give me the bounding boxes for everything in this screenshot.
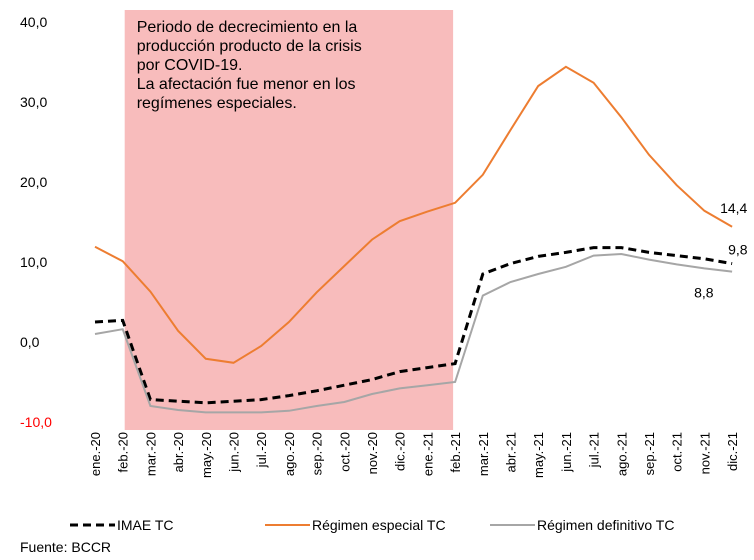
x-tick-label: may.-21 <box>531 432 546 478</box>
highlight-band <box>124 10 454 430</box>
annotation: La afectación fue menor en los <box>137 76 356 93</box>
y-tick-label: -10,0 <box>20 414 52 430</box>
x-tick-label: ago.-21 <box>614 432 629 476</box>
x-tick-label: feb.-20 <box>116 432 131 472</box>
data-label: 14,4 <box>720 200 747 216</box>
y-tick-label: 40,0 <box>20 14 47 30</box>
series-line <box>94 252 733 414</box>
x-tick-label: sep.-20 <box>310 432 325 475</box>
annotation: regímenes especiales. <box>137 95 297 112</box>
x-tick-label: may.-20 <box>199 432 214 478</box>
series-line <box>94 246 733 405</box>
y-tick-label: 20,0 <box>20 174 47 190</box>
x-tick-label: oct.-20 <box>337 432 352 472</box>
x-tick-label: ene.-21 <box>420 432 435 476</box>
x-tick-label: nov.-20 <box>365 432 380 474</box>
x-tick-label: jun.-21 <box>559 432 574 473</box>
x-tick-label: jul.-21 <box>587 432 602 468</box>
y-tick-label: 10,0 <box>20 254 47 270</box>
x-tick-label: mar.-21 <box>476 432 491 476</box>
x-tick-label: oct.-21 <box>670 432 685 472</box>
legend-label: IMAE TC <box>117 517 174 533</box>
x-tick-label: ene.-20 <box>88 432 103 476</box>
y-tick-label: 30,0 <box>20 94 47 110</box>
x-tick-label: dic.-21 <box>725 432 740 471</box>
data-label: 8,8 <box>694 285 714 301</box>
legend-label: Régimen especial TC <box>312 517 446 533</box>
x-tick-label: abr.-20 <box>171 432 186 472</box>
annotation: Periodo de decrecimiento en la <box>137 19 358 36</box>
data-label: 9,8 <box>728 242 748 258</box>
legend-label: Régimen definitivo TC <box>537 517 674 533</box>
x-tick-label: mar.-20 <box>143 432 158 476</box>
annotation: por COVID-19. <box>137 57 243 74</box>
x-tick-label: jul.-20 <box>254 432 269 468</box>
y-tick-label: 0,0 <box>20 334 40 350</box>
x-tick-label: ago.-20 <box>282 432 297 476</box>
x-tick-label: feb.-21 <box>448 432 463 472</box>
annotation: producción producto de la crisis <box>137 38 362 55</box>
series-line <box>94 65 733 364</box>
x-tick-label: dic.-20 <box>393 432 408 471</box>
source: Fuente: BCCR <box>20 539 111 555</box>
x-tick-label: sep.-21 <box>642 432 657 475</box>
x-tick-label: nov.-21 <box>697 432 712 474</box>
x-tick-label: abr.-21 <box>504 432 519 472</box>
x-tick-label: jun.-20 <box>227 432 242 473</box>
